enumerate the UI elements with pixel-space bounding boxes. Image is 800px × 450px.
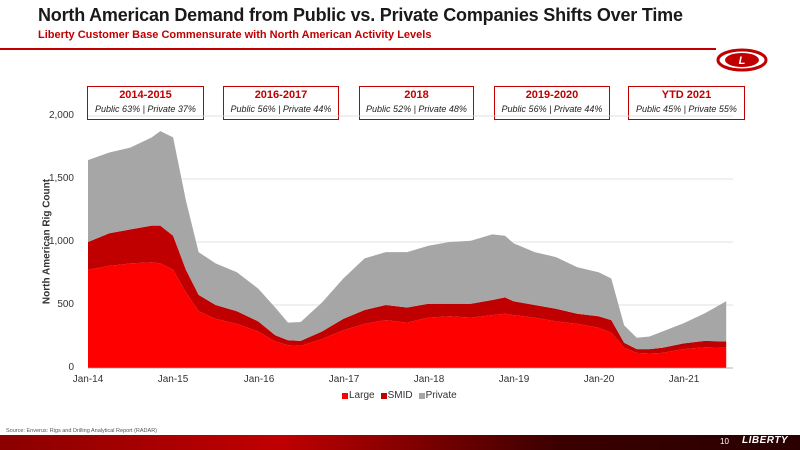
period-label: 2019-2020: [525, 89, 579, 101]
area-series-private: [88, 131, 727, 350]
period-split: Public 56% | Private 44%: [501, 104, 603, 114]
page-title: North American Demand from Public vs. Pr…: [38, 5, 683, 25]
x-tick-label: Jan-18: [413, 374, 445, 385]
period-box-2016-2017: 2016-2017 Public 56% | Private 44%: [223, 86, 339, 120]
footer-band: [0, 435, 800, 450]
y-tick-label: 500: [57, 299, 74, 310]
legend-swatch: [418, 392, 425, 399]
area-series-large: [88, 262, 727, 368]
period-box-2014-2015: 2014-2015 Public 63% | Private 37%: [87, 86, 204, 120]
legend-label: SMID: [387, 390, 413, 401]
legend-swatch: [342, 392, 348, 399]
period-split: Public 52% | Private 48%: [366, 104, 467, 114]
legend-item-large: Large: [342, 390, 375, 401]
y-tick-label: 1,500: [48, 173, 74, 184]
area-series-smid: [88, 225, 727, 354]
period-split: Public 63% | Private 37%: [95, 104, 196, 114]
legend-label: Large: [349, 390, 375, 401]
y-tick-label: 0: [68, 362, 74, 373]
period-box-2018: 2018 Public 52% | Private 48%: [359, 86, 474, 120]
period-split: Public 45% | Private 55%: [636, 104, 737, 114]
x-tick-label: Jan-14: [72, 374, 104, 385]
page-subtitle: Liberty Customer Base Commensurate with …: [38, 29, 432, 41]
period-split: Public 56% | Private 44%: [230, 104, 332, 114]
source-note: Source: Enverus: Rigs and Drilling Analy…: [6, 428, 158, 434]
header-rule: [0, 48, 716, 50]
period-label: 2016-2017: [254, 89, 308, 101]
chart-legend: Large SMID Private: [342, 390, 457, 401]
period-label: YTD 2021: [661, 89, 712, 101]
x-tick-label: Jan-21: [668, 374, 700, 385]
period-label: 2014-2015: [119, 89, 172, 101]
legend-label: Private: [425, 390, 457, 401]
y-tick-label: 2,000: [48, 110, 74, 121]
x-tick-label: Jan-15: [157, 374, 189, 385]
logo-letter: L: [739, 55, 746, 67]
y-tick-label: 1,000: [48, 236, 74, 247]
period-label: 2018: [404, 89, 429, 101]
legend-item-private: Private: [418, 390, 457, 401]
footer-brand: LIBERTY: [742, 435, 789, 446]
x-tick-label: Jan-20: [583, 374, 615, 385]
period-box-ytd-2021: YTD 2021 Public 45% | Private 55%: [628, 86, 745, 120]
period-box-2019-2020: 2019-2020 Public 56% | Private 44%: [494, 86, 610, 120]
legend-swatch: [380, 392, 387, 399]
x-tick-label: Jan-16: [243, 374, 275, 385]
legend-item-smid: SMID: [380, 390, 413, 401]
x-tick-label: Jan-17: [328, 374, 360, 385]
liberty-logo: L: [716, 48, 768, 72]
x-tick-label: Jan-19: [498, 374, 530, 385]
page-number: 10: [720, 437, 729, 446]
